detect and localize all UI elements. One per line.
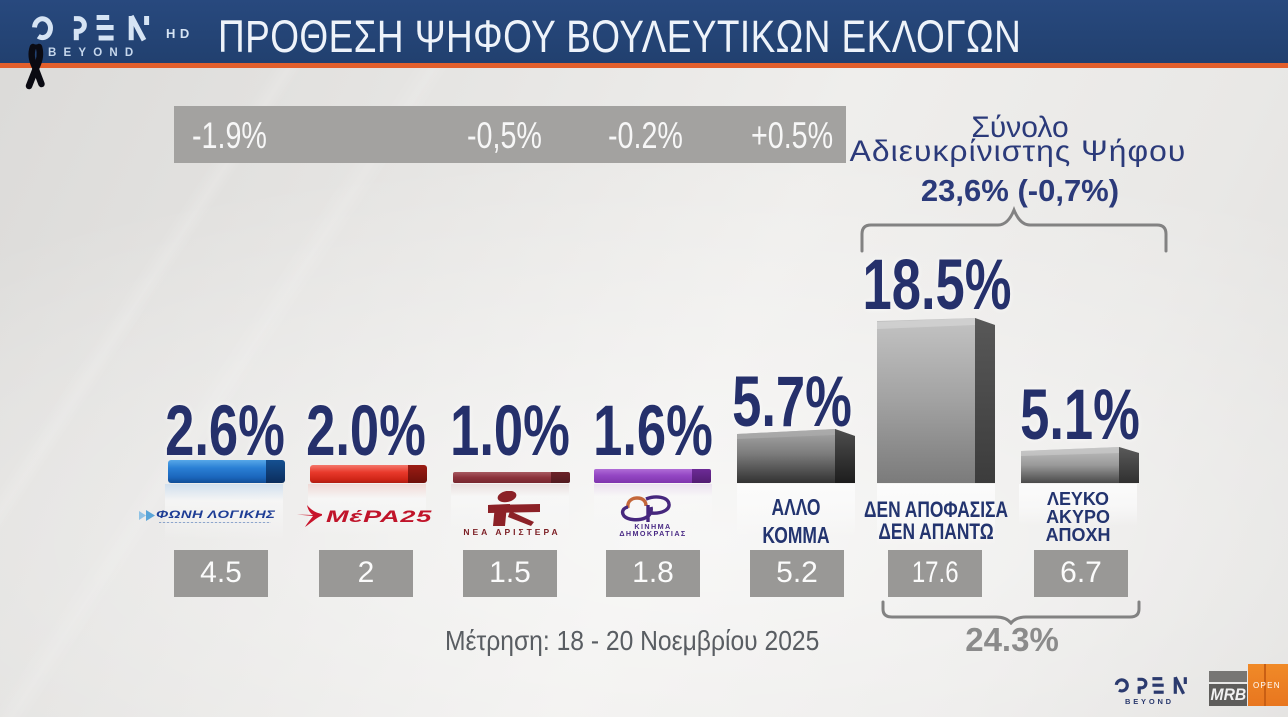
svg-text:BEYOND: BEYOND xyxy=(1125,697,1174,706)
svg-text:HD: HD xyxy=(166,26,194,41)
